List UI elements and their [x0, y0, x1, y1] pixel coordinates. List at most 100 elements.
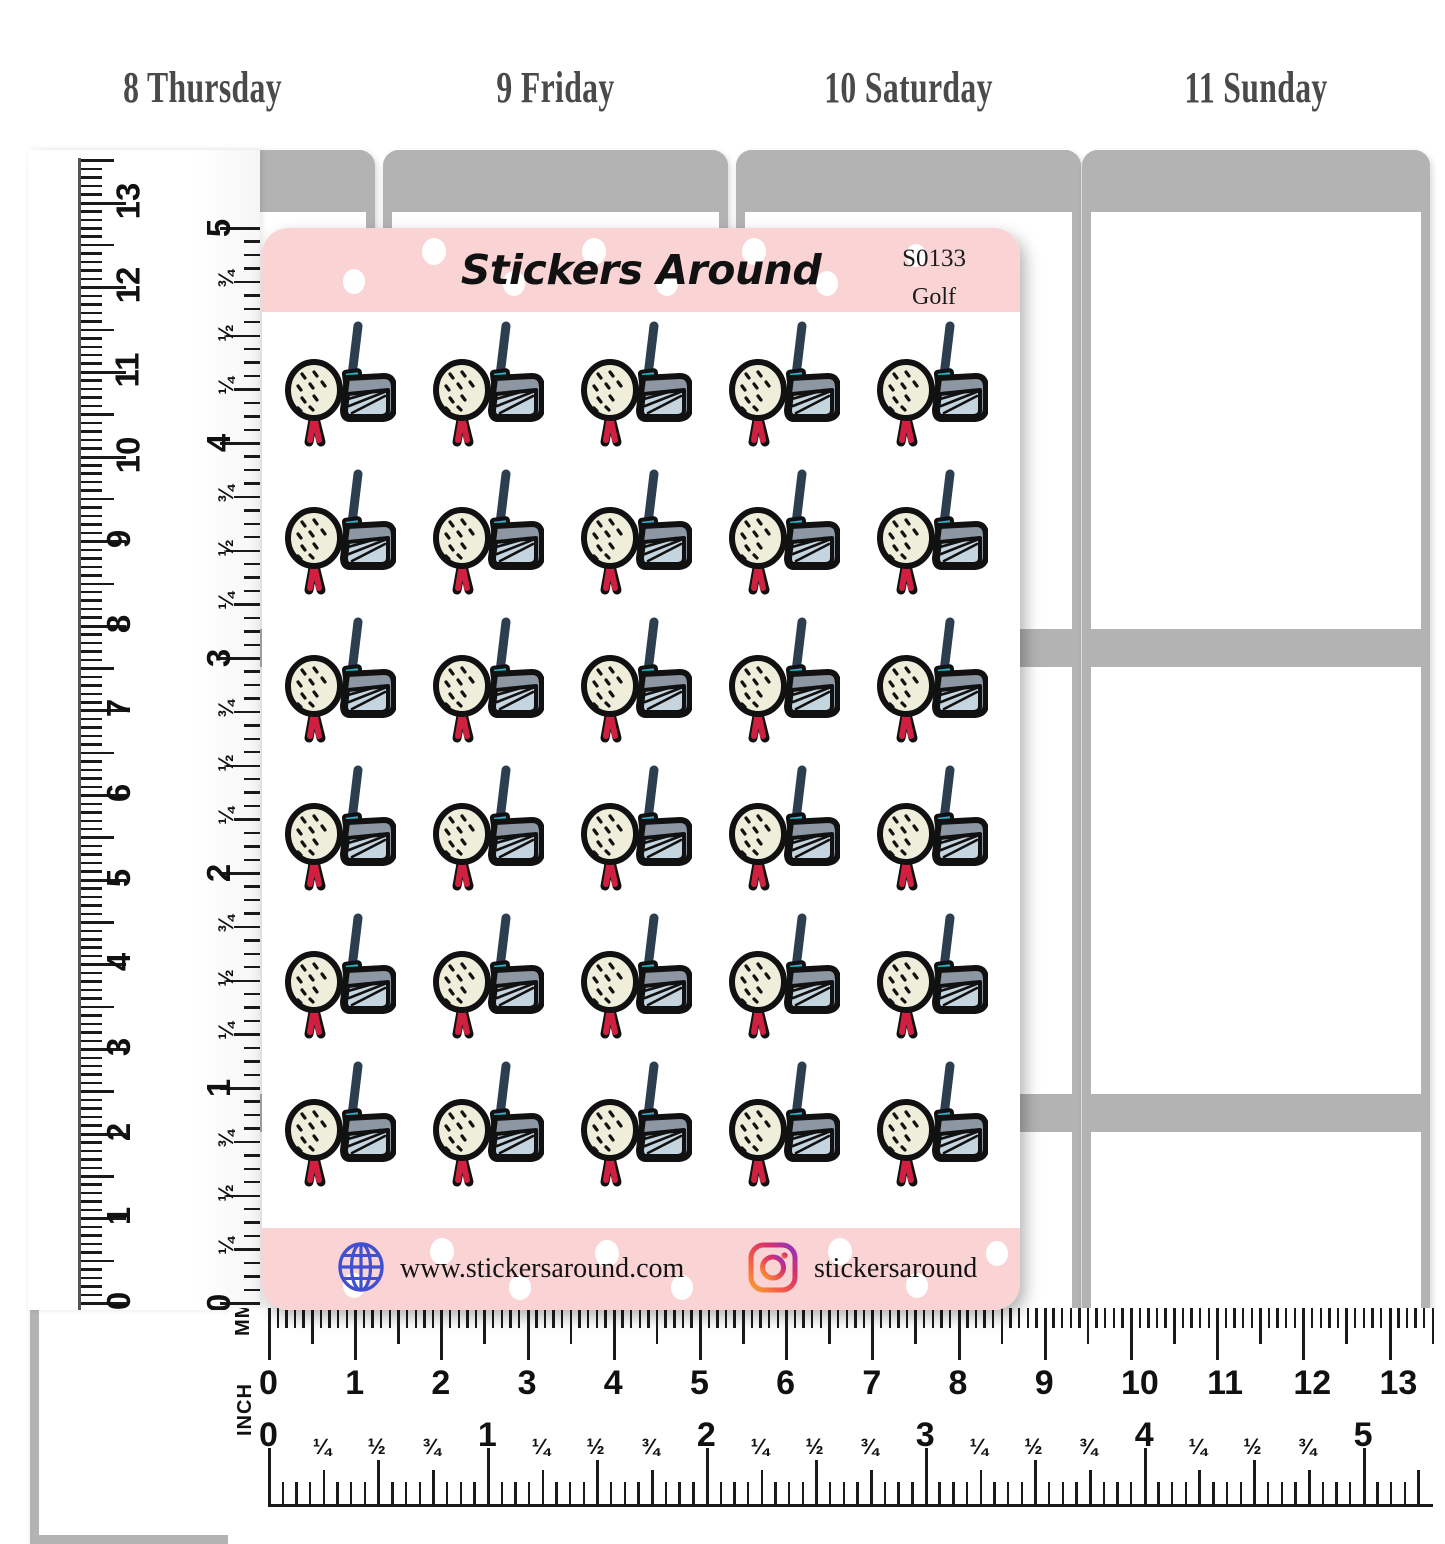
- golf-ball-and-club-icon[interactable]: [580, 614, 693, 744]
- ruler-label: 3: [517, 1364, 537, 1402]
- golf-ball-and-club-icon[interactable]: [580, 318, 693, 448]
- ruler-tick: [80, 455, 126, 459]
- ruler-tick: [486, 1448, 490, 1504]
- golf-ball-and-club-icon[interactable]: [284, 318, 397, 448]
- golf-ball-and-club-icon[interactable]: [432, 318, 545, 448]
- golf-ball-and-club-icon[interactable]: [284, 614, 397, 744]
- ruler-tick: [582, 1482, 586, 1504]
- golf-ball-and-club-icon[interactable]: [284, 466, 397, 596]
- ruler-tick: [244, 307, 260, 311]
- golf-ball-and-club-icon[interactable]: [284, 1058, 397, 1188]
- polka-dot: [503, 271, 525, 296]
- ruler-tick: [80, 1022, 102, 1026]
- golf-ball-and-club-icon[interactable]: [728, 614, 841, 744]
- ruler-tick: [80, 785, 102, 789]
- golf-ball-and-club-icon[interactable]: [876, 318, 989, 448]
- ruler-tick: [1285, 1308, 1288, 1328]
- ruler-tick: [244, 361, 260, 364]
- ruler-tick: [244, 1261, 260, 1265]
- ruler-tick: [80, 582, 114, 586]
- ruler-tick: [80, 438, 102, 442]
- ruler-tick: [673, 1308, 676, 1328]
- ruler-unit-mm-cm-h: MM CM: [232, 1308, 255, 1336]
- ruler-tick: [244, 1073, 260, 1076]
- ruler-tick: [80, 827, 102, 831]
- golf-ball-and-club-icon[interactable]: [284, 910, 397, 1040]
- ruler-label: 1: [200, 1078, 238, 1098]
- ruler-tick: [1376, 1482, 1379, 1504]
- ruler-tick: [80, 1098, 102, 1102]
- ruler-tick: [80, 184, 102, 188]
- ruler-tick: [80, 607, 102, 611]
- ruler-tick: [423, 1308, 426, 1328]
- ruler-tick: [1259, 1308, 1262, 1344]
- golf-ball-and-club-icon[interactable]: [876, 466, 989, 596]
- ruler-tick: [244, 562, 260, 566]
- ruler-tick: [80, 1064, 102, 1068]
- golf-ball-and-club-icon[interactable]: [580, 466, 693, 596]
- ruler-tick: [388, 1308, 392, 1328]
- golf-ball-and-club-icon[interactable]: [876, 910, 989, 1040]
- ruler-tick: [234, 1033, 260, 1036]
- golf-ball-and-club-icon[interactable]: [284, 762, 397, 892]
- sticker-sheet[interactable]: Stickers Around S0133 Golf: [262, 228, 1020, 1310]
- ruler-tick: [1102, 1482, 1106, 1504]
- golf-ball-and-club-icon[interactable]: [432, 1058, 545, 1188]
- golf-ball-and-club-icon[interactable]: [728, 910, 841, 1040]
- ruler-tick: [244, 777, 260, 781]
- ruler-tick: [1095, 1308, 1098, 1328]
- ruler-tick: [1035, 1308, 1038, 1328]
- website-link[interactable]: www.stickersaround.com: [338, 1228, 684, 1310]
- ruler-tick: [750, 1308, 754, 1328]
- ruler-tick: [80, 878, 126, 882]
- golf-ball-and-club-icon[interactable]: [432, 466, 545, 596]
- ruler-tick: [80, 726, 102, 729]
- ruler-label: 4: [1134, 1416, 1154, 1454]
- polka-dot: [671, 1275, 693, 1300]
- golf-ball-and-club-icon[interactable]: [432, 614, 545, 744]
- ruler-tick: [80, 768, 102, 772]
- ruler-label: 2: [431, 1364, 451, 1402]
- day-header-row: 8 Thursday 9 Friday 10 Saturday 11 Sunday: [0, 62, 1445, 124]
- ruler-tick: [819, 1308, 823, 1328]
- ruler-tick: [1104, 1308, 1107, 1328]
- golf-ball-and-club-icon[interactable]: [876, 762, 989, 892]
- polka-dot: [656, 271, 678, 296]
- sheet-header-band: Stickers Around S0133 Golf: [262, 228, 1020, 312]
- golf-ball-and-club-icon[interactable]: [728, 1058, 841, 1188]
- golf-ball-and-club-icon[interactable]: [432, 910, 545, 1040]
- ruler-tick: [692, 1482, 695, 1504]
- golf-ball-and-club-icon[interactable]: [876, 1058, 989, 1188]
- ruler-tick: [302, 1308, 305, 1328]
- instagram-icon: [748, 1241, 798, 1298]
- ruler-tick: [586, 1308, 590, 1328]
- golf-ball-and-club-icon[interactable]: [728, 762, 841, 892]
- ruler-tick: [690, 1308, 693, 1328]
- ruler-tick: [244, 576, 260, 579]
- ruler-label: ½: [214, 323, 238, 342]
- golf-ball-and-club-icon[interactable]: [580, 1058, 693, 1188]
- ruler-label: ¾: [860, 1434, 879, 1459]
- golf-ball-and-club-icon[interactable]: [432, 762, 545, 892]
- golf-ball-and-club-icon[interactable]: [728, 318, 841, 448]
- ruler-tick: [883, 1482, 887, 1504]
- golf-ball-and-club-icon[interactable]: [728, 466, 841, 596]
- ruler-tick: [1000, 1308, 1004, 1344]
- golf-ball-and-club-icon[interactable]: [580, 762, 693, 892]
- golf-ball-and-club-icon[interactable]: [876, 614, 989, 744]
- ruler-tick: [80, 447, 102, 450]
- ruler-tick: [707, 1308, 710, 1328]
- ruler-tick: [244, 724, 260, 727]
- ruler-tick: [938, 1482, 941, 1504]
- ruler-tick: [610, 1482, 613, 1504]
- ruler-tick: [80, 514, 102, 518]
- golf-ball-and-club-icon[interactable]: [580, 910, 693, 1040]
- instagram-link[interactable]: stickersaround: [748, 1228, 977, 1310]
- ruler-tick: [80, 1183, 102, 1186]
- ruler-tick: [80, 946, 102, 949]
- ruler-tick: [244, 751, 260, 754]
- ruler-tick: [244, 468, 260, 472]
- ruler-tick: [1017, 1308, 1021, 1328]
- ruler-tick: [1403, 1482, 1407, 1504]
- ruler-tick: [80, 1149, 102, 1153]
